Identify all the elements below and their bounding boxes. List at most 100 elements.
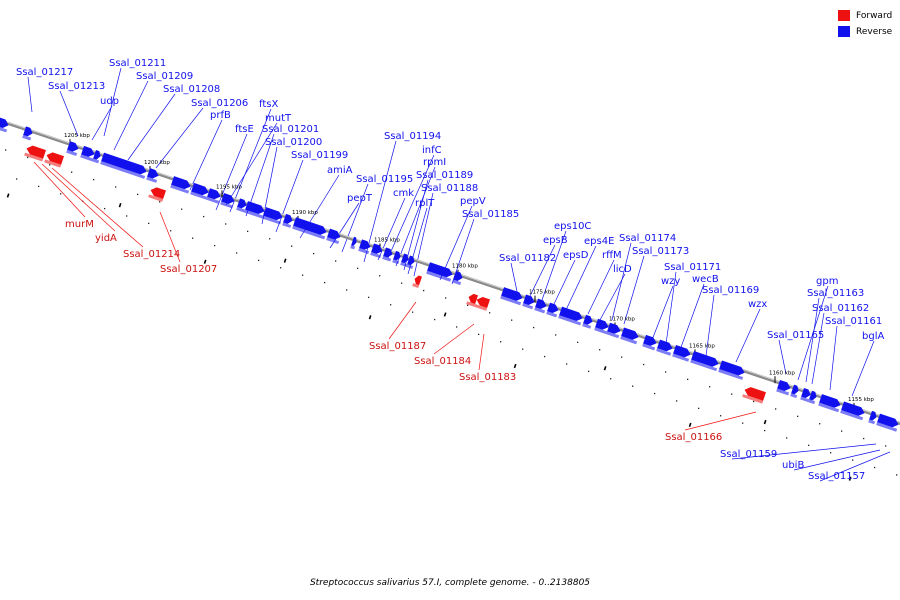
strand-mark	[283, 258, 287, 263]
leader-line	[363, 140, 397, 263]
strand-dot	[93, 178, 95, 181]
gene-label: ftsX	[259, 99, 278, 110]
leader-line	[679, 283, 705, 351]
leader-line	[651, 285, 674, 341]
strand-mark	[443, 312, 447, 317]
legend-item-reverse: Reverse	[838, 24, 892, 39]
strand-dot	[159, 201, 161, 203]
strand-dot	[577, 341, 579, 344]
strand-dot	[456, 326, 458, 328]
gene-label: Ssal_01217	[16, 67, 73, 78]
gene-label: eps10C	[554, 221, 591, 232]
gene-label: pepV	[460, 196, 486, 207]
forward-gene	[24, 145, 46, 162]
reverse-gene	[282, 213, 293, 228]
scale-tick-label: 1180 kbp	[452, 264, 478, 270]
reverse-gene	[620, 327, 639, 345]
reverse-gene	[718, 360, 745, 380]
scale-tick-label: 1170 kbp	[609, 316, 635, 322]
legend-swatch-reverse	[838, 26, 850, 37]
leader-line	[599, 273, 626, 321]
strand-dot	[566, 363, 568, 365]
gene-label: cmk	[393, 188, 414, 199]
strand-dot	[533, 326, 535, 329]
reverse-gene	[868, 410, 877, 425]
strand-dot	[610, 378, 612, 380]
strand-dot	[445, 297, 447, 299]
strand-dot	[258, 259, 260, 262]
reverse-gene	[818, 394, 841, 413]
gene-label: Ssal_01211	[109, 58, 166, 69]
reverse-gene	[672, 345, 691, 362]
strand-dot	[390, 304, 392, 306]
strand-dot	[115, 186, 117, 188]
gene-label: rplT	[415, 198, 435, 209]
strand-dot	[357, 267, 359, 270]
leader-line	[851, 340, 875, 397]
reverse-gene	[656, 339, 673, 356]
leader-line	[623, 255, 645, 325]
reverse-gene	[500, 287, 523, 306]
forward-gene	[412, 275, 422, 288]
gene-label: Ssal_01207	[160, 264, 217, 275]
reverse-gene	[790, 384, 799, 399]
gene-label: mutT	[265, 113, 292, 124]
reverse-gene	[392, 250, 401, 265]
legend-label-forward: Forward	[856, 10, 893, 21]
reverse-gene	[292, 217, 327, 240]
gene-label: infC	[422, 145, 442, 156]
strand-dot	[412, 311, 414, 313]
leader-line	[793, 449, 881, 471]
strand-dot	[236, 252, 238, 254]
strand-dot	[764, 429, 766, 432]
strand-dot	[588, 370, 590, 373]
gene-label: wzx	[748, 299, 767, 310]
leader-line	[33, 161, 86, 218]
reverse-gene	[776, 379, 791, 396]
legend-label-reverse: Reverse	[856, 26, 893, 37]
gene-label: Ssal_01213	[48, 81, 105, 92]
strand-dot	[489, 312, 491, 314]
strand-dot	[522, 348, 524, 350]
strand-dot	[544, 355, 546, 358]
leader-line	[731, 443, 877, 460]
gene-label: Ssal_01209	[136, 71, 193, 82]
leader-line	[41, 163, 116, 232]
leader-line	[225, 122, 278, 206]
strand-mark	[513, 363, 517, 369]
gene-label: Ssal_01166	[665, 432, 722, 443]
strand-dot	[423, 289, 425, 292]
reverse-gene	[66, 141, 79, 156]
strand-dot	[60, 193, 62, 195]
gene-label: eps4E	[584, 236, 614, 247]
strand-dot	[885, 445, 887, 447]
strand-dot	[687, 378, 689, 380]
leader-line	[433, 323, 475, 355]
strand-dot	[16, 178, 18, 180]
leader-line	[155, 107, 204, 169]
scale-tick-label: 1195 kbp	[216, 184, 242, 190]
gene-label: Ssal_01162	[812, 303, 869, 314]
gene-label: Ssal_01161	[825, 316, 882, 327]
gene-label: epsD	[563, 250, 589, 261]
strand-dot	[775, 408, 777, 410]
strand-dot	[555, 334, 557, 336]
strand-dot	[280, 267, 282, 269]
leader-line	[403, 179, 429, 271]
gene-label: Ssal_01214	[123, 249, 180, 260]
gene-label: Ssal_01159	[720, 449, 777, 460]
strand-dot	[500, 341, 502, 343]
leader-line	[127, 93, 176, 161]
gene-label: Ssal_01206	[191, 98, 248, 109]
reverse-gene	[190, 182, 209, 200]
reverse-gene	[220, 193, 235, 209]
gene-label: rpmI	[423, 157, 446, 168]
leader-line	[611, 242, 632, 321]
gene-label: wecB	[692, 274, 719, 285]
leader-line	[587, 259, 615, 315]
scale-tick-label: 1185 kbp	[374, 237, 400, 243]
strand-mark	[118, 203, 122, 208]
leader-line	[189, 119, 223, 191]
reverse-gene	[244, 201, 265, 219]
gene-label: Ssal_01189	[416, 170, 473, 181]
